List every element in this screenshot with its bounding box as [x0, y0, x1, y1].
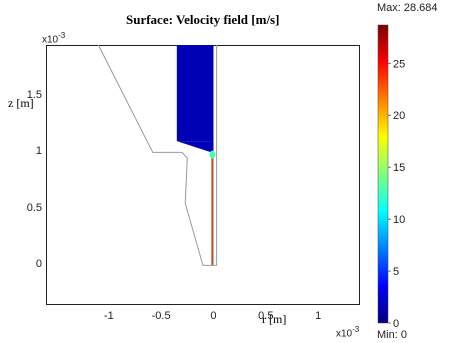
colorbar: 25 20 15 10 5 0: [377, 24, 405, 330]
region-jet: [211, 156, 214, 266]
y-tick-label: 0: [35, 258, 42, 271]
geometry-outline: [97, 44, 218, 266]
regions-layer: [176, 45, 216, 266]
x-tick-label: 0.5: [258, 310, 274, 322]
x-tick-label: 0: [210, 310, 217, 322]
colorbar-tick-label: 20: [393, 110, 405, 122]
colorbar-tick-label: 5: [393, 266, 399, 278]
y-tick-label: 1: [35, 145, 42, 158]
colorbar-max-label: Max: 28.684: [377, 2, 438, 14]
x-scale-base: x10: [336, 328, 353, 340]
x-axis-label: r [m]: [262, 312, 287, 326]
region-upper-channel-taper: [176, 141, 214, 153]
x-scale-exponent: -3: [352, 325, 360, 334]
region-upper-channel: [176, 45, 214, 142]
y-scale-exponent: -3: [58, 31, 66, 40]
y-scale-base: x10: [42, 34, 59, 46]
colorbar-tick-label: 10: [393, 214, 405, 226]
x-tick-label: -0.5: [151, 310, 171, 322]
colorbar-gradient: [377, 24, 389, 324]
colorbar-tick-label: 15: [393, 162, 405, 174]
colorbar-tick-label: 0: [393, 318, 399, 330]
plot-area: [46, 45, 360, 305]
y-tick-label: 1.5: [26, 88, 42, 101]
chart-title: Surface: Velocity field [m/s]: [126, 12, 280, 27]
y-axis-label: z [m]: [8, 96, 34, 110]
region-transition-glow: [209, 150, 216, 159]
colorbar-min-label: Min: 0: [377, 329, 407, 341]
x-tick-label: 1: [315, 310, 322, 322]
y-tick-label: 0.5: [26, 201, 42, 214]
y-scale-label: x10-3: [42, 31, 65, 45]
colorbar-tick-label: 25: [393, 58, 405, 70]
x-scale-label: x10-3: [336, 325, 359, 339]
x-tick-label: -1: [103, 310, 114, 322]
